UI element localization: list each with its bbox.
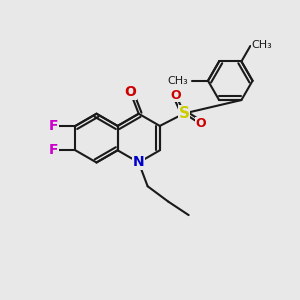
Text: N: N <box>133 155 145 170</box>
Text: O: O <box>195 117 206 130</box>
Text: S: S <box>179 106 190 121</box>
Text: F: F <box>49 143 59 157</box>
Text: CH₃: CH₃ <box>252 40 273 50</box>
Text: O: O <box>171 88 181 101</box>
Text: CH₃: CH₃ <box>167 76 188 86</box>
Text: F: F <box>49 119 59 133</box>
Text: O: O <box>124 85 136 99</box>
